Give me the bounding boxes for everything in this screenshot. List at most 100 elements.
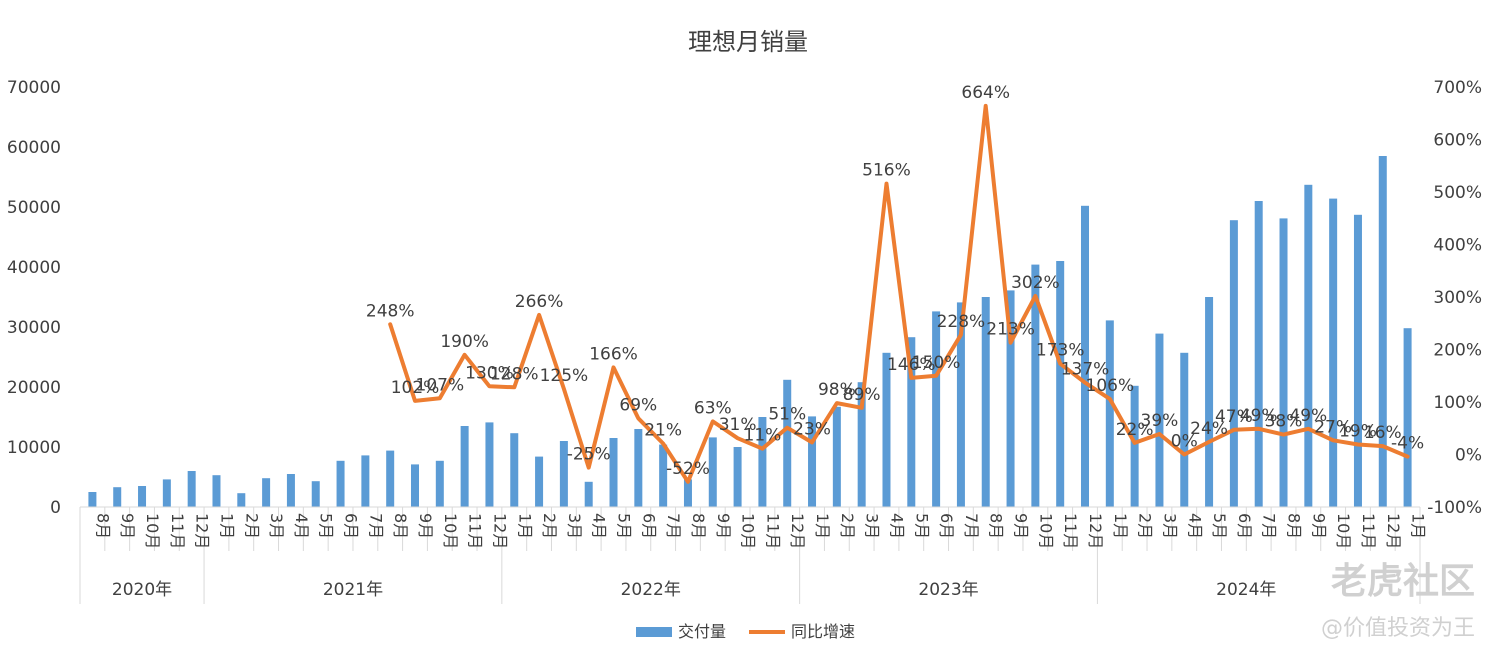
right-tick-label: 300% bbox=[1433, 288, 1482, 308]
line-data-label: 21% bbox=[644, 420, 682, 440]
month-label: 11月 bbox=[168, 513, 187, 549]
bar bbox=[435, 460, 444, 507]
bar bbox=[609, 438, 618, 507]
month-label: 6月 bbox=[1235, 513, 1254, 539]
year-label: 2020年 bbox=[112, 580, 172, 600]
month-label: 10月 bbox=[1334, 513, 1353, 549]
left-tick-label: 70000 bbox=[7, 78, 61, 98]
line-data-label: -52% bbox=[666, 459, 710, 479]
bar bbox=[634, 429, 643, 507]
month-label: 12月 bbox=[788, 513, 807, 549]
line-data-label: 516% bbox=[862, 161, 911, 181]
line-data-label: 166% bbox=[589, 344, 638, 364]
chart-title: 理想月销量 bbox=[688, 28, 808, 56]
line-data-label: 47% bbox=[1215, 407, 1253, 427]
month-label: 6月 bbox=[639, 513, 658, 539]
bar bbox=[1403, 328, 1412, 507]
month-label: 3月 bbox=[1160, 513, 1179, 539]
month-label: 11月 bbox=[1359, 513, 1378, 549]
bar bbox=[162, 479, 171, 507]
month-label: 1月 bbox=[813, 513, 832, 539]
month-label: 9月 bbox=[1309, 513, 1328, 539]
line-data-label: 106% bbox=[1086, 376, 1135, 396]
month-label: 4月 bbox=[887, 513, 906, 539]
bar bbox=[783, 379, 792, 507]
line-data-label: 107% bbox=[416, 375, 465, 395]
month-label: 7月 bbox=[366, 513, 385, 539]
month-label: 1月 bbox=[515, 513, 534, 539]
line-data-label: 266% bbox=[515, 292, 564, 312]
bar bbox=[981, 297, 990, 507]
year-label: 2022年 bbox=[621, 580, 681, 600]
month-label: 11月 bbox=[1061, 513, 1080, 549]
line-data-label: 146% bbox=[887, 355, 936, 375]
year-label: 2021年 bbox=[323, 580, 383, 600]
line-data-label: 302% bbox=[1011, 273, 1060, 293]
line-data-label: 16% bbox=[1364, 423, 1402, 443]
bar bbox=[386, 450, 395, 507]
left-y-axis: 0 10000 20000 30000 40000 50000 60000 70000 bbox=[7, 78, 61, 518]
month-label: 8月 bbox=[1285, 513, 1304, 539]
line-data-label: 664% bbox=[961, 83, 1010, 103]
right-tick-label: 0% bbox=[1455, 446, 1482, 466]
watermark-brand: 老虎社区 bbox=[1330, 561, 1475, 602]
line-data-labels: 248% 102%107% 190% 130%128% 266% 125% -25% 166%… bbox=[366, 83, 1424, 479]
bar bbox=[584, 481, 593, 507]
month-label: 11月 bbox=[763, 513, 782, 549]
left-tick-label: 0 bbox=[50, 498, 61, 518]
month-label: 7月 bbox=[1260, 513, 1279, 539]
bar bbox=[1254, 201, 1263, 507]
right-tick-label: 100% bbox=[1433, 393, 1482, 413]
line-data-label: 51% bbox=[768, 405, 806, 425]
growth-line bbox=[388, 103, 1410, 484]
line-data-label: 19% bbox=[1339, 422, 1377, 442]
line-data-label: 38% bbox=[1265, 412, 1303, 432]
bar bbox=[1031, 264, 1040, 507]
bar bbox=[187, 471, 196, 507]
right-y-axis: -100% 0% 100% 200% 300% 400% 500% 600% 700% bbox=[1427, 78, 1482, 518]
legend: 交付量 同比增速 bbox=[636, 622, 855, 641]
month-label: 12月 bbox=[1384, 513, 1403, 549]
line-data-label: 128% bbox=[490, 364, 539, 384]
month-label: 8月 bbox=[93, 513, 112, 539]
right-tick-label: -100% bbox=[1427, 498, 1482, 518]
month-label: 2月 bbox=[1136, 513, 1155, 539]
bar bbox=[138, 486, 147, 507]
line-data-label: 11% bbox=[744, 426, 782, 446]
line-data-label: 49% bbox=[1289, 406, 1327, 426]
month-label: 2月 bbox=[838, 513, 857, 539]
bar bbox=[907, 337, 916, 507]
month-label: 2月 bbox=[242, 513, 261, 539]
bar bbox=[510, 433, 519, 507]
legend-label-bar: 交付量 bbox=[678, 622, 726, 641]
bar bbox=[733, 447, 742, 507]
bar bbox=[1130, 385, 1139, 507]
line-data-label: 102% bbox=[391, 378, 440, 398]
month-label: 11月 bbox=[466, 513, 485, 549]
bar bbox=[411, 464, 419, 507]
bar bbox=[559, 441, 568, 507]
bar bbox=[1329, 198, 1338, 507]
month-label: 2月 bbox=[540, 513, 559, 539]
bar bbox=[1105, 320, 1114, 507]
bar bbox=[361, 455, 370, 507]
bar bbox=[1180, 352, 1189, 507]
bar bbox=[1205, 297, 1214, 507]
bar bbox=[1378, 156, 1387, 507]
bar bbox=[1006, 290, 1015, 507]
bar bbox=[460, 426, 469, 507]
bar bbox=[1353, 214, 1362, 508]
bar bbox=[286, 474, 295, 507]
month-label: 1月 bbox=[1111, 513, 1130, 539]
year-label: 2024年 bbox=[1216, 580, 1276, 600]
bar bbox=[88, 492, 97, 507]
bar bbox=[857, 382, 866, 507]
bar bbox=[1081, 205, 1089, 508]
month-label: 12月 bbox=[193, 513, 212, 549]
line-data-label: 39% bbox=[1141, 411, 1179, 431]
line-data-label: 150% bbox=[912, 353, 961, 373]
right-tick-label: 200% bbox=[1433, 341, 1482, 361]
line-data-label: 22% bbox=[1116, 420, 1154, 440]
line-data-label: 31% bbox=[719, 415, 757, 435]
